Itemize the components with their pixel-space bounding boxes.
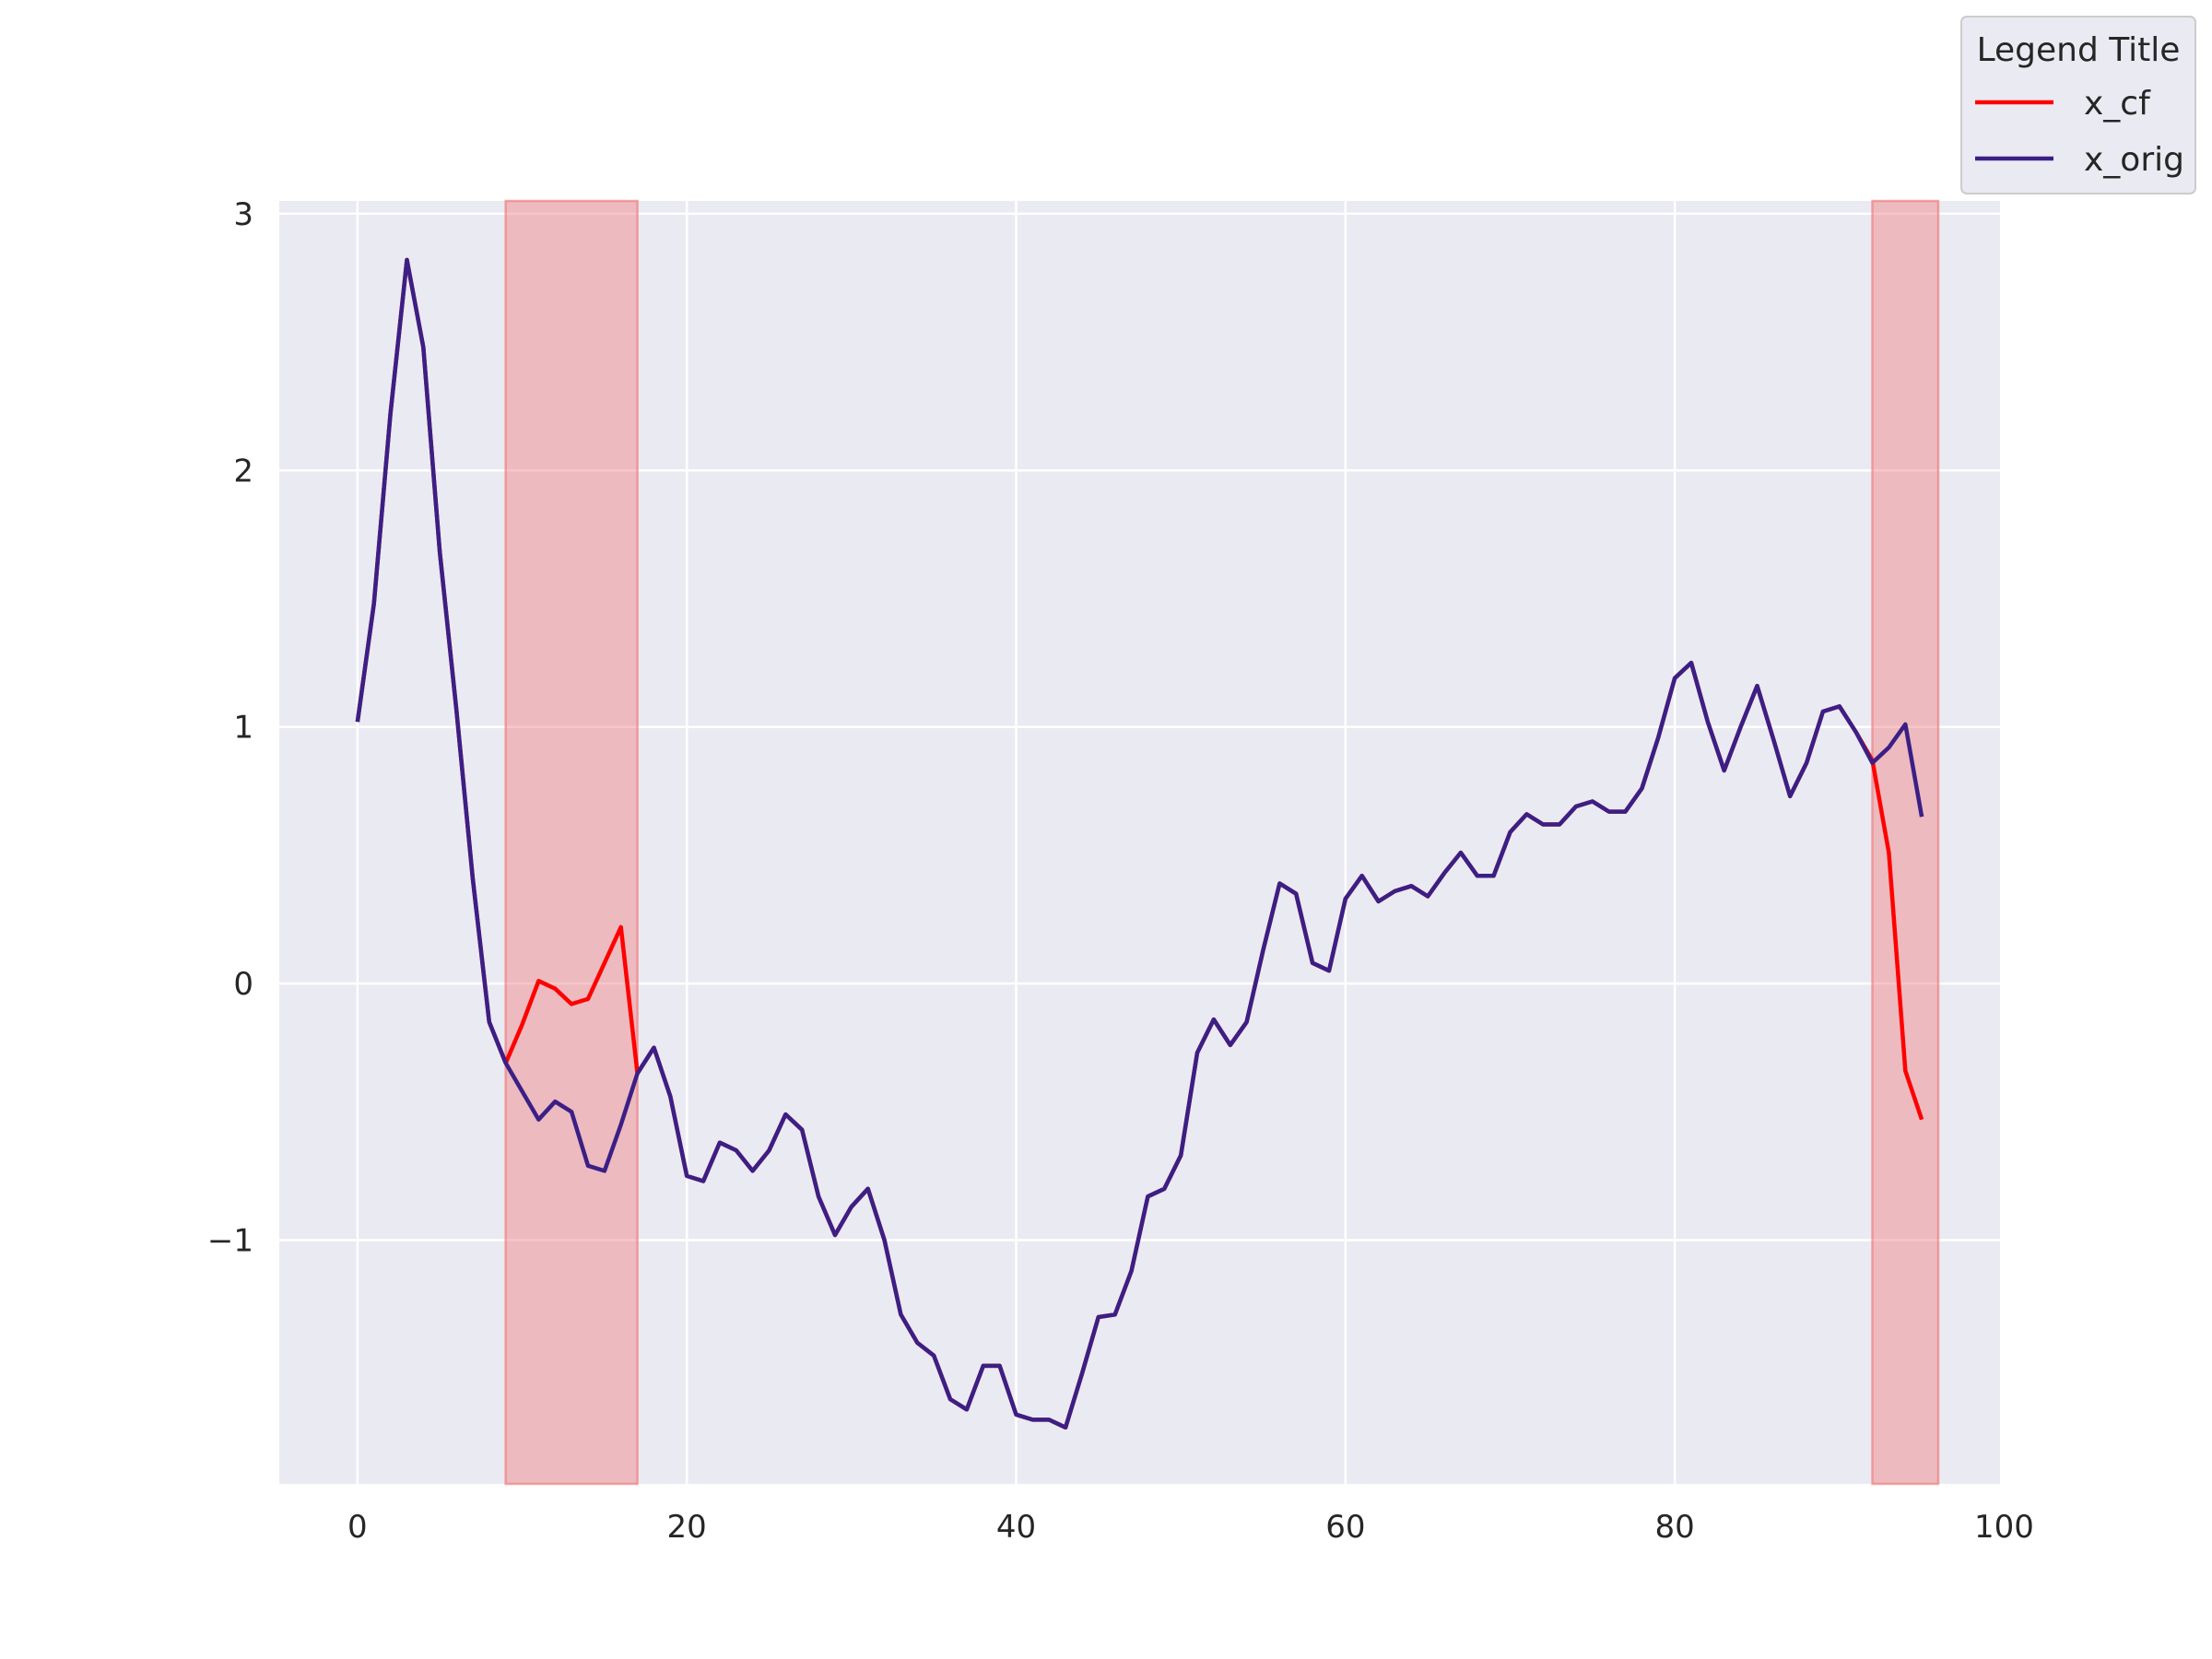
- x-tick-label: 100: [1974, 1509, 2034, 1546]
- highlight-region: [1871, 199, 1940, 1486]
- x-tick-label: 20: [667, 1509, 707, 1546]
- grid: [279, 201, 2006, 1484]
- series-line-x-orig: [355, 257, 1924, 1430]
- legend-label-x-orig: x_orig: [2084, 141, 2184, 179]
- series-lines: [355, 257, 1924, 1430]
- x-tick-label: 40: [996, 1509, 1036, 1546]
- x-axis-ticks: 0 20 40 60 80 100: [347, 1509, 2034, 1546]
- legend-box: [1960, 16, 2196, 194]
- highlight-regions: [504, 199, 1940, 1486]
- y-tick-label: 3: [233, 196, 253, 233]
- highlight-region: [504, 199, 639, 1486]
- y-tick-label: 1: [233, 710, 253, 747]
- y-tick-label: 0: [233, 966, 253, 1003]
- legend-title: Legend Title: [1977, 31, 2181, 69]
- x-tick-label: 80: [1655, 1509, 1695, 1546]
- legend: Legend Title x_cf x_orig: [1960, 16, 2196, 194]
- x-tick-label: 0: [347, 1509, 368, 1546]
- legend-label-x-cf: x_cf: [2084, 85, 2151, 123]
- x-tick-label: 60: [1325, 1509, 1365, 1546]
- y-axis-ticks: −1 0 1 2 3: [207, 196, 253, 1260]
- y-tick-label: −1: [207, 1223, 253, 1260]
- y-tick-label: 2: [233, 453, 253, 489]
- plot-background: [279, 201, 2000, 1484]
